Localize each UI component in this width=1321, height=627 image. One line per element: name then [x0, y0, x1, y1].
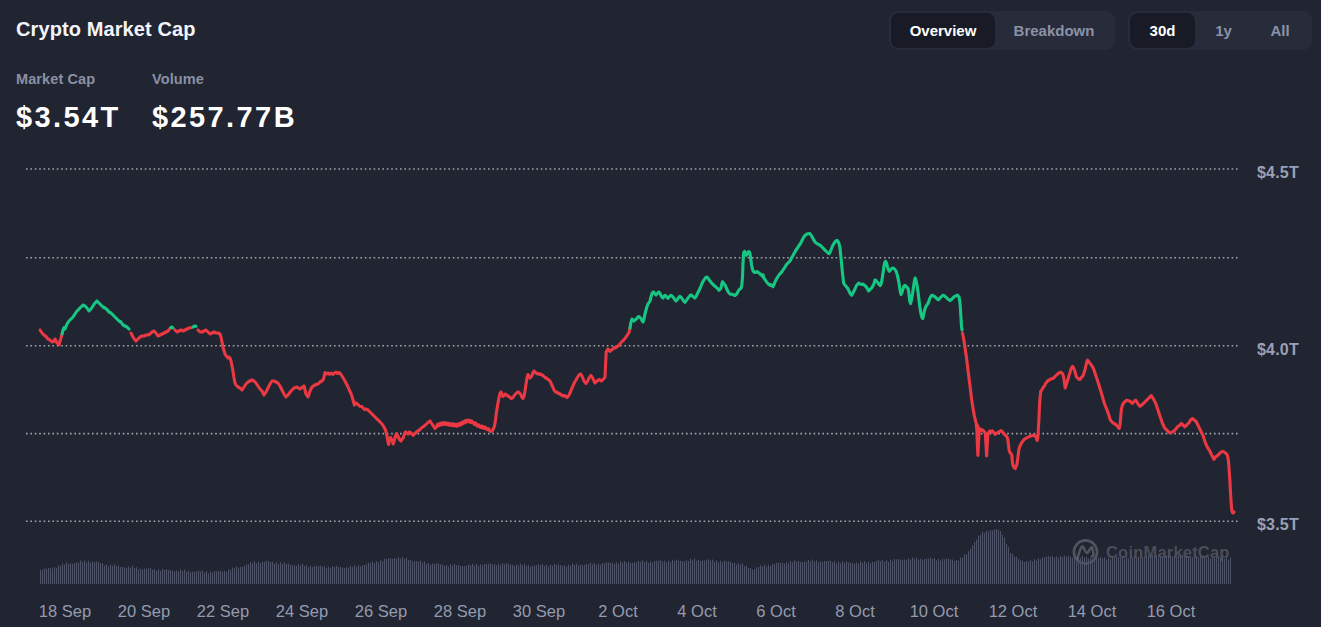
svg-text:CoinMarketCap: CoinMarketCap	[1106, 543, 1230, 561]
